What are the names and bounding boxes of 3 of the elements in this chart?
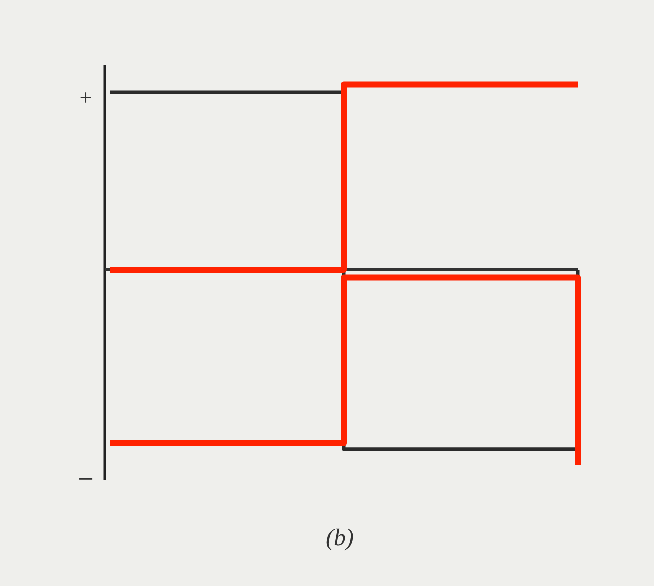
text: + [80,85,92,110]
text: − [78,464,94,496]
text: (b) [326,526,354,552]
